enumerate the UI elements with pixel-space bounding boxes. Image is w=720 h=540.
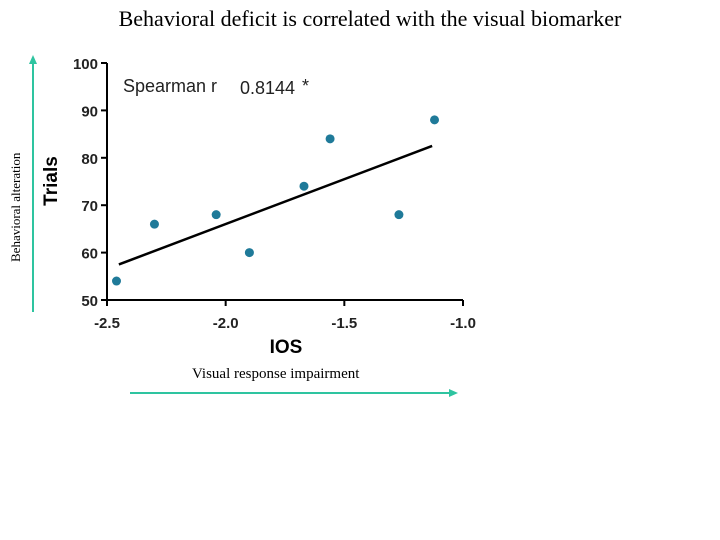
data-point [394, 210, 404, 220]
y-axis-label: Trials [41, 156, 62, 206]
significance-star: * [302, 76, 309, 96]
data-point [244, 248, 254, 258]
x-axis-label: IOS [270, 337, 303, 358]
slide-title: Behavioral deficit is correlated with th… [118, 6, 622, 31]
data-point [211, 210, 221, 220]
y-ticks: 50 60 70 80 90 100 [73, 56, 107, 310]
y-tick-label: 60 [81, 246, 98, 263]
data-point [430, 115, 440, 125]
y-tick-label: 100 [73, 56, 98, 73]
vertical-arrow-head [29, 55, 37, 64]
regression-line [118, 144, 433, 266]
y-tick-label: 70 [81, 198, 98, 215]
x-tick-label: -2.5 [94, 315, 120, 332]
data-point [325, 134, 335, 144]
horizontal-arrow-head [449, 389, 458, 397]
x-tick-label: -1.0 [450, 315, 476, 332]
y-tick-label: 80 [81, 151, 98, 168]
y-tick-label: 50 [81, 293, 98, 310]
y-tick-label: 90 [81, 103, 98, 120]
x-tick-label: -2.0 [213, 315, 239, 332]
spearman-label: Spearman r [123, 76, 217, 96]
visual-response-impairment-label: Visual response impairment [192, 366, 360, 382]
data-point [299, 181, 309, 191]
x-ticks: -2.5 -2.0 -1.5 -1.0 [94, 300, 476, 332]
spearman-value: 0.8144 [240, 78, 295, 98]
data-point [111, 276, 121, 286]
data-points [111, 115, 440, 286]
x-tick-label: -1.5 [331, 315, 357, 332]
data-point [149, 219, 159, 229]
